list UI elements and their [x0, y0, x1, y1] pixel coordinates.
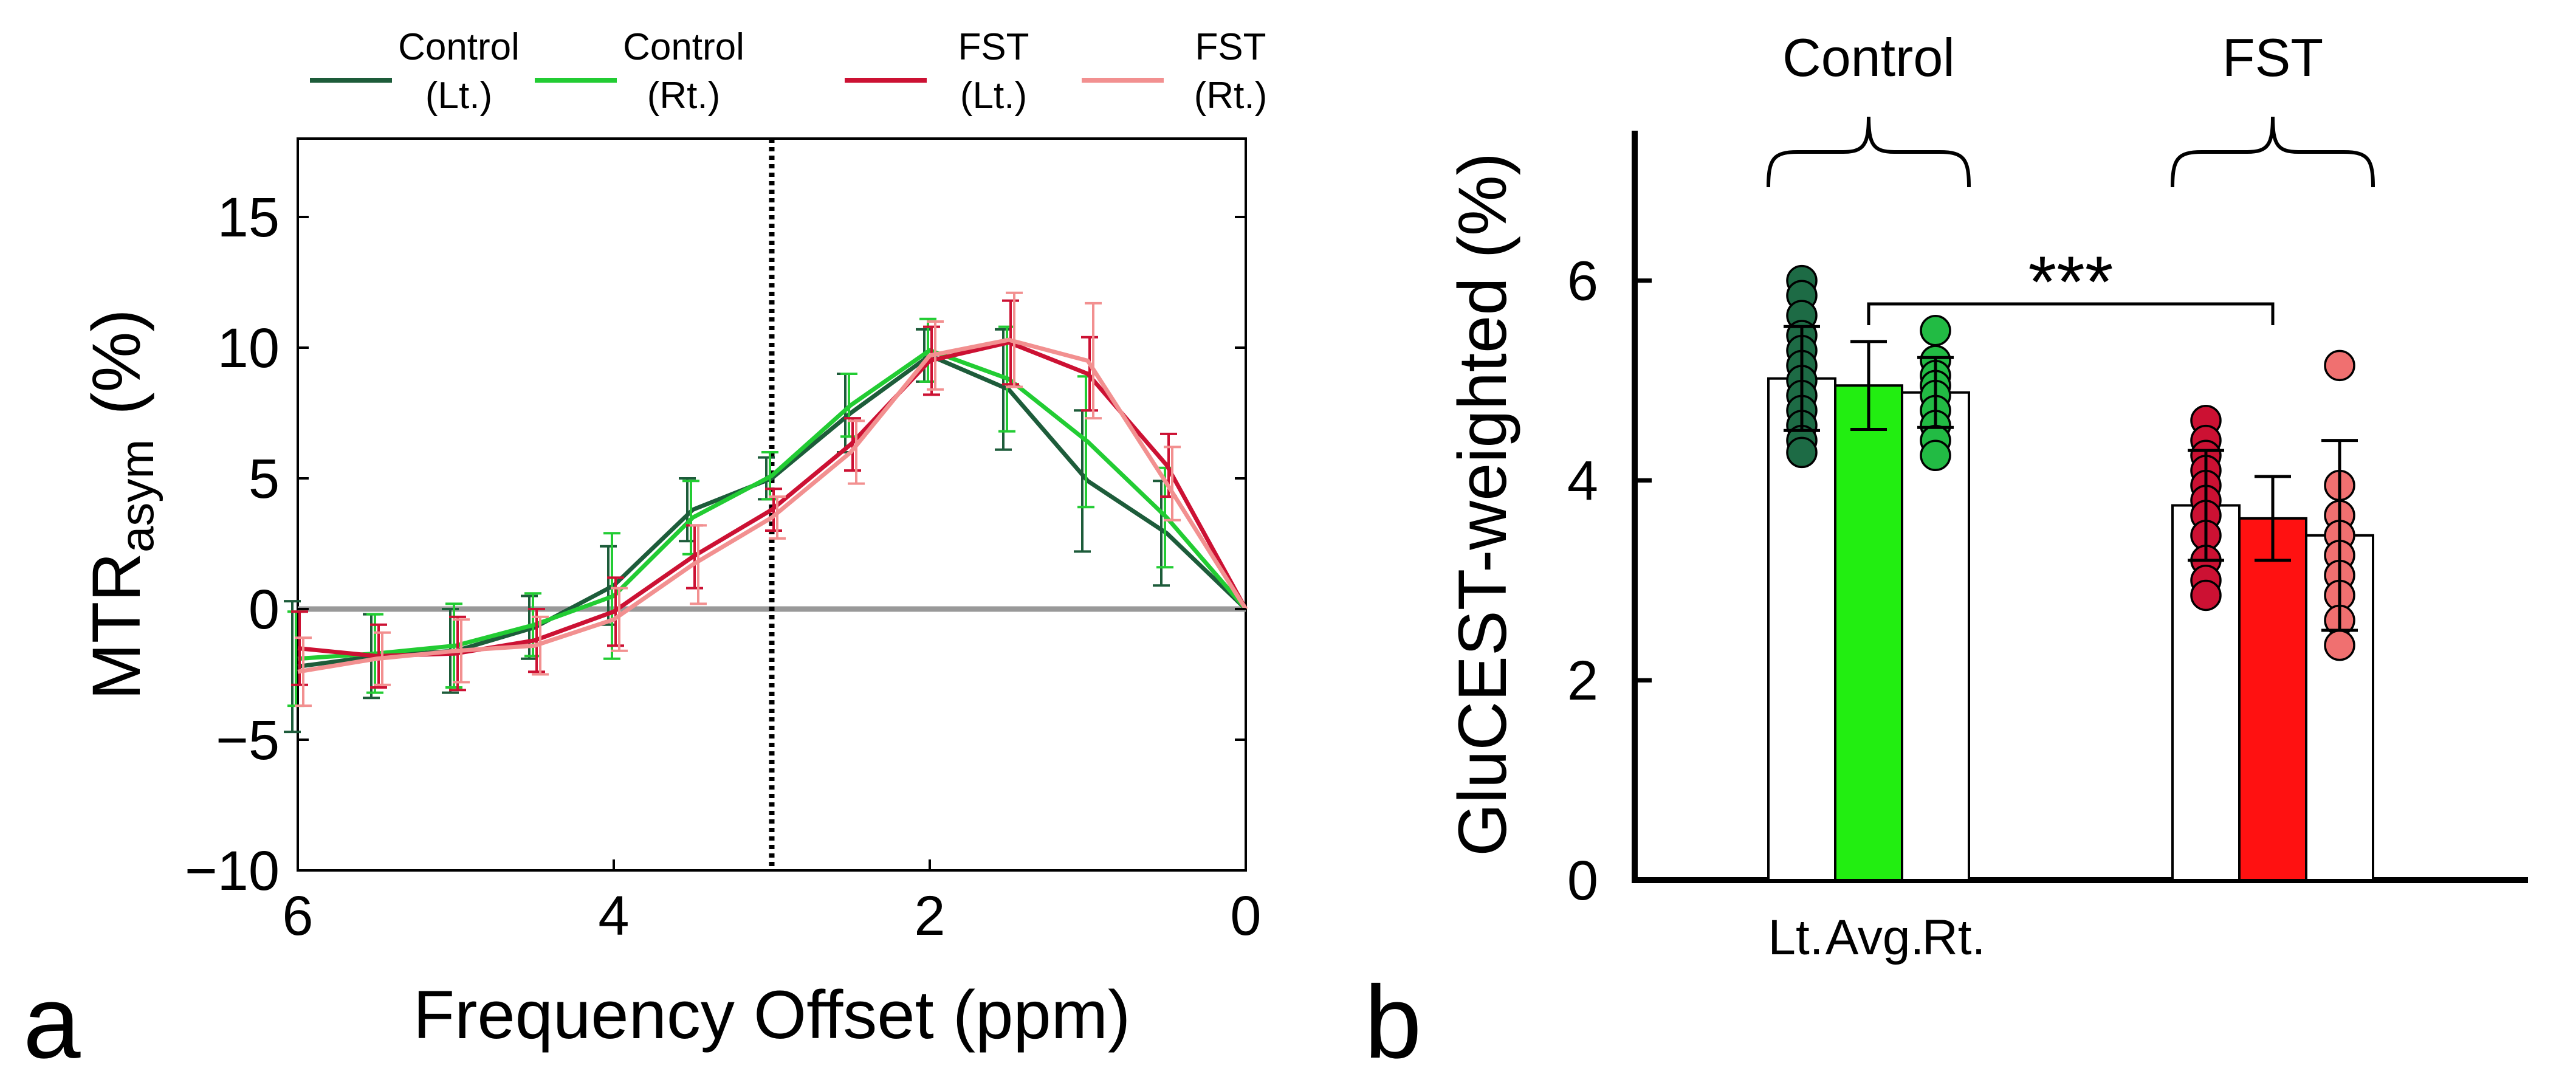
- legend-label: Control: [623, 26, 744, 68]
- panel-b-y-axis-label: GluCEST-weighted (%): [1444, 153, 1520, 856]
- panel-a-y-label-unit: (%): [78, 309, 154, 415]
- panel-a-legend: Control (Lt.) Control (Rt.) FST (Lt.) FST (Rt.): [310, 26, 1267, 117]
- x-tick-label: 0: [1230, 885, 1261, 947]
- y-tick-label: 0: [249, 579, 280, 641]
- legend-item: FST (Rt.): [1082, 26, 1267, 117]
- group-FST: [2171, 349, 2374, 881]
- group-brace: [1767, 116, 1971, 188]
- y-tick-label: 2: [1567, 650, 1598, 712]
- y-tick-label: 10: [218, 317, 280, 379]
- x-tick-label: 6: [282, 885, 313, 947]
- panel-a-plot-area: [284, 139, 1248, 870]
- x-label-average: Avg.: [1826, 910, 1925, 965]
- bar-Avg.: [1834, 384, 1903, 881]
- x-label-left: Lt.: [1768, 910, 1823, 965]
- data-point: [1786, 436, 1818, 469]
- series-FST (Lt.): [291, 299, 1248, 692]
- y-tick-label: 15: [218, 187, 280, 249]
- legend-label: FST: [1195, 26, 1266, 68]
- legend-label: (Lt.): [960, 75, 1027, 117]
- panel-b-label: b: [1364, 965, 1422, 1080]
- series-FST (Rt.): [295, 291, 1248, 708]
- group-label: FST: [2222, 27, 2323, 88]
- x-tick-label: 2: [914, 885, 945, 947]
- panel-a-label: a: [23, 965, 81, 1080]
- panel-b-bar-chart: 0 2 4 6 Control FST *** Lt. Avg.Rt. GluCEST-wei…: [1364, 27, 2528, 1080]
- legend-label: (Lt.): [425, 75, 492, 117]
- y-tick-label: 6: [1567, 250, 1598, 312]
- series-line: [297, 348, 1248, 661]
- group-Control: [1767, 264, 1970, 881]
- data-point: [2324, 629, 2355, 661]
- group-label: Control: [1782, 27, 1955, 88]
- y-tick-label: 5: [249, 448, 280, 510]
- legend-item: Control (Lt.): [310, 26, 520, 117]
- series-line: [297, 340, 1248, 658]
- data-point: [1920, 315, 1951, 346]
- panel-b-annotations: Control FST *** Lt. Avg.Rt.: [1767, 27, 2375, 965]
- bar-Rt.: [1901, 391, 1970, 881]
- bar-Avg.: [2238, 517, 2307, 881]
- x-label-right: Rt.: [1922, 910, 1986, 965]
- legend-label: (Rt.): [1194, 75, 1268, 117]
- significance-bracket: [1867, 302, 2275, 325]
- panel-a-y-label-subscript: asym: [110, 439, 163, 553]
- panel-a-line-chart: Control (Lt.) Control (Rt.) FST (Lt.) FST (Rt.)…: [23, 26, 1267, 1080]
- legend-label: (Rt.): [647, 75, 721, 117]
- legend-item: FST (Lt.): [845, 26, 1029, 117]
- panel-a-y-label-main: MTR: [78, 553, 154, 700]
- panel-a-axes: −10 −5 0 5 10 15 6 4 2 0: [185, 187, 1262, 947]
- y-tick-label: 4: [1567, 450, 1598, 512]
- data-point: [1920, 439, 1951, 472]
- legend-item: Control (Rt.): [535, 26, 744, 117]
- significance-stars: ***: [2028, 241, 2113, 323]
- x-tick-label: 4: [598, 885, 629, 947]
- group-brace: [2171, 116, 2375, 188]
- y-tick-label: −5: [216, 709, 280, 771]
- y-tick-label: 0: [1567, 850, 1598, 912]
- legend-label: Control: [398, 26, 520, 68]
- series-line: [297, 337, 1248, 674]
- panel-a-y-axis-label: MTRasym (%): [78, 309, 163, 700]
- panel-a-x-axis-label: Frequency Offset (ppm): [413, 977, 1131, 1053]
- panel-b-plot-area: [1767, 264, 2374, 881]
- legend-label: FST: [958, 26, 1029, 68]
- y-tick-label: −10: [185, 840, 280, 902]
- data-point: [2324, 349, 2355, 382]
- data-point: [2190, 579, 2222, 611]
